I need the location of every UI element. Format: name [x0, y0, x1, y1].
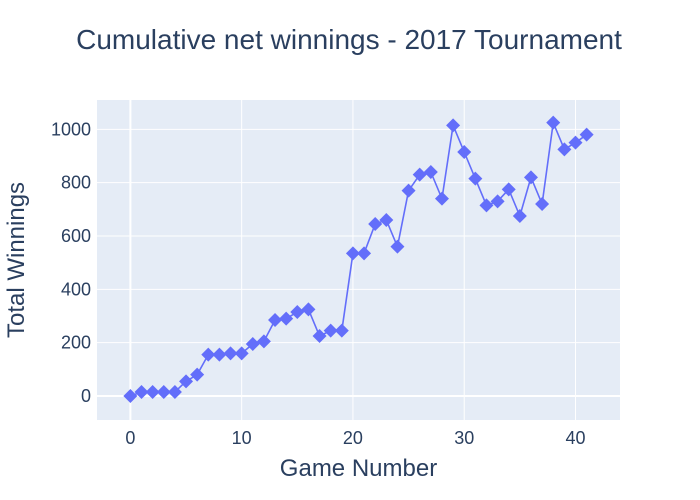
data-point-marker [345, 246, 360, 261]
data-point-marker [334, 323, 349, 338]
x-tick-label: 40 [565, 428, 585, 448]
data-point-marker [423, 165, 438, 179]
data-point-marker [312, 329, 327, 343]
x-tick-label: 30 [454, 428, 474, 448]
data-point-marker [134, 385, 149, 399]
y-tick-label: 600 [61, 226, 91, 246]
data-point-marker [379, 213, 394, 227]
y-tick-label: 400 [61, 279, 91, 299]
y-axis-label: Total Winnings [3, 182, 30, 338]
data-point-marker [212, 347, 227, 362]
x-tick-label: 0 [125, 428, 135, 448]
data-point-marker [579, 127, 594, 142]
data-point-marker [179, 374, 194, 389]
data-point-marker [156, 385, 171, 399]
x-axis-ticks: 0 10 20 30 40 [125, 428, 585, 448]
data-point-marker [323, 323, 338, 338]
plot-area [97, 100, 620, 420]
y-tick-label: 200 [61, 333, 91, 353]
data-point-marker [412, 167, 427, 182]
data-point-marker [468, 171, 483, 186]
data-point-marker [357, 246, 372, 261]
data-point-marker [368, 217, 383, 231]
y-axis-ticks: 0 200 400 600 800 1000 [51, 119, 91, 406]
data-point-marker [446, 118, 461, 133]
data-point-marker [501, 182, 516, 197]
data-point-marker [290, 305, 305, 319]
data-point-marker [512, 209, 527, 223]
data-point-marker [201, 347, 216, 362]
data-point-marker [256, 334, 271, 349]
data-point-marker [434, 191, 449, 206]
x-tick-label: 20 [343, 428, 363, 448]
y-tick-label: 0 [81, 386, 91, 406]
data-point-marker [535, 197, 550, 211]
y-tick-label: 800 [61, 173, 91, 193]
data-point-marker [490, 194, 505, 209]
data-point-marker [123, 389, 138, 403]
chart-title: Cumulative net winnings - 2017 Tournamen… [76, 24, 622, 55]
data-point-marker [523, 170, 538, 185]
series-line [123, 115, 594, 403]
data-point-marker [223, 346, 238, 361]
data-point-marker [568, 135, 583, 150]
data-point-marker [301, 302, 316, 317]
data-point-marker [479, 198, 494, 213]
y-tick-label: 1000 [51, 119, 91, 139]
x-axis-label: Game Number [280, 455, 437, 482]
data-point-marker [546, 115, 561, 130]
data-point-marker [390, 239, 405, 254]
data-point-marker [557, 142, 572, 157]
data-point-marker [401, 183, 416, 198]
data-point-marker [145, 385, 160, 399]
data-point-marker [279, 311, 294, 326]
data-point-marker [268, 313, 283, 327]
data-point-marker [245, 337, 260, 351]
data-point-marker [190, 367, 205, 382]
data-point-marker [457, 145, 472, 159]
data-point-marker [234, 346, 249, 361]
data-point-marker [167, 385, 182, 399]
x-tick-label: 10 [232, 428, 252, 448]
